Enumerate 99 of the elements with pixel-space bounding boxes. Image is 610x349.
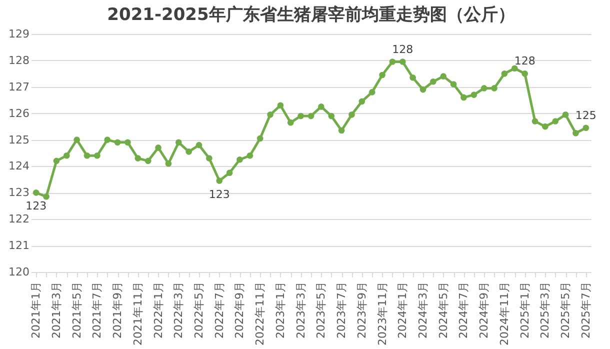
point bbox=[186, 148, 192, 155]
x-tick-label: 2022年3月 bbox=[172, 282, 186, 338]
x-tick-label: 2022年7月 bbox=[212, 282, 226, 338]
point bbox=[389, 58, 396, 65]
point bbox=[277, 102, 284, 109]
point bbox=[430, 78, 436, 85]
x-tick-label: 2023年7月 bbox=[335, 282, 348, 338]
point bbox=[124, 139, 131, 146]
data-label: 123 bbox=[208, 188, 230, 201]
data-label: 128 bbox=[514, 54, 536, 68]
x-tick-label: 2021年7月 bbox=[90, 282, 104, 338]
point bbox=[114, 139, 121, 146]
point bbox=[206, 155, 212, 162]
point bbox=[338, 127, 345, 134]
point bbox=[420, 86, 426, 93]
x-tick-label: 2025年1月 bbox=[518, 282, 532, 338]
y-tick-label: 122 bbox=[8, 212, 30, 226]
point bbox=[348, 112, 355, 118]
point bbox=[328, 112, 335, 120]
y-tick-label: 124 bbox=[8, 160, 30, 173]
point bbox=[216, 178, 223, 184]
point bbox=[94, 152, 100, 159]
y-tick-label: 126 bbox=[8, 106, 30, 120]
point bbox=[63, 152, 70, 159]
x-tick-label: 2024年9月 bbox=[478, 282, 491, 338]
point bbox=[410, 74, 416, 81]
point bbox=[450, 81, 457, 88]
x-tick-label: 2023年11月 bbox=[376, 282, 389, 346]
point bbox=[236, 156, 243, 163]
point bbox=[104, 136, 111, 143]
data-label: 125 bbox=[575, 108, 596, 122]
point bbox=[84, 152, 90, 159]
y-tick-label: 128 bbox=[8, 54, 30, 67]
point bbox=[74, 136, 80, 143]
x-tick-label: 2025年5月 bbox=[559, 282, 572, 338]
point bbox=[32, 190, 40, 196]
x-tick-label: 2023年9月 bbox=[355, 282, 368, 338]
x-tick-label: 2021年9月 bbox=[111, 282, 124, 338]
x-tick-label: 2025年7月 bbox=[579, 282, 592, 338]
y-tick-label: 125 bbox=[8, 133, 30, 146]
point bbox=[460, 94, 467, 101]
point bbox=[226, 170, 233, 176]
x-tick-label: 2024年7月 bbox=[457, 282, 470, 338]
point bbox=[470, 92, 478, 98]
x-tick-label: 2024年11月 bbox=[498, 282, 511, 346]
x-tick-label: 2022年5月 bbox=[192, 282, 206, 338]
point bbox=[399, 58, 406, 65]
point bbox=[501, 70, 508, 77]
point bbox=[491, 85, 498, 92]
point bbox=[562, 112, 569, 118]
point bbox=[532, 118, 538, 124]
point bbox=[134, 155, 142, 162]
point bbox=[246, 152, 254, 159]
x-tick-label: 2022年1月 bbox=[152, 282, 165, 338]
point bbox=[287, 119, 294, 126]
point bbox=[43, 193, 50, 200]
point bbox=[572, 130, 579, 136]
point bbox=[196, 142, 202, 148]
x-tick-label: 2021年11月 bbox=[131, 282, 144, 346]
y-tick-label: 121 bbox=[8, 239, 30, 252]
x-tick-label: 2024年1月 bbox=[396, 282, 410, 338]
point bbox=[511, 65, 518, 72]
point bbox=[175, 139, 182, 146]
point bbox=[552, 118, 559, 124]
y-tick-label: 129 bbox=[8, 28, 30, 40]
y-tick-label: 127 bbox=[8, 80, 30, 94]
point bbox=[256, 135, 264, 142]
x-tick-label: 2022年9月 bbox=[233, 282, 246, 338]
x-tick-label: 2021年3月 bbox=[50, 282, 63, 338]
x-tick-label: 2023年1月 bbox=[274, 282, 287, 338]
point bbox=[379, 72, 386, 78]
point bbox=[165, 160, 172, 167]
x-tick-label: 2025年3月 bbox=[538, 282, 552, 338]
data-label: 128 bbox=[392, 42, 414, 56]
point bbox=[144, 158, 152, 164]
point bbox=[542, 123, 548, 130]
point bbox=[318, 104, 324, 110]
point bbox=[440, 73, 447, 80]
point bbox=[522, 70, 528, 77]
point bbox=[480, 85, 488, 92]
x-tick-label: 2024年5月 bbox=[436, 282, 450, 338]
point bbox=[267, 112, 274, 118]
y-tick-label: 120 bbox=[8, 266, 30, 278]
point bbox=[298, 112, 304, 120]
x-tick-label: 2021年5月 bbox=[70, 282, 84, 338]
x-tick-label: 2023年5月 bbox=[314, 282, 328, 338]
x-tick-label: 2023年3月 bbox=[294, 282, 308, 338]
point bbox=[53, 158, 60, 164]
x-tick-label: 2022年11月 bbox=[254, 282, 267, 346]
data-label: 123 bbox=[26, 200, 47, 213]
point bbox=[308, 112, 314, 120]
x-tick-label: 2024年3月 bbox=[416, 282, 430, 338]
chart-title: 2021-2025年广东省生猪屠宰前均重走势图（公斤） bbox=[107, 5, 515, 25]
y-tick-label: 123 bbox=[8, 186, 30, 200]
point bbox=[582, 124, 590, 132]
point bbox=[368, 89, 376, 96]
x-tick-label: 2021年1月 bbox=[30, 282, 43, 338]
point bbox=[358, 98, 366, 105]
point bbox=[155, 144, 162, 151]
